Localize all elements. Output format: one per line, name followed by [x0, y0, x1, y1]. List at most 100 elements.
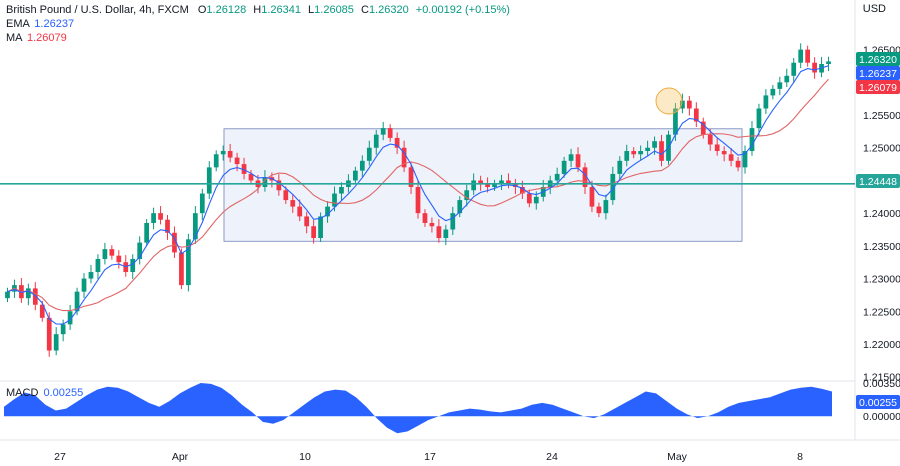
candle-body[interactable]	[318, 216, 323, 239]
candle-body[interactable]	[714, 144, 720, 152]
candle-body[interactable]	[659, 141, 664, 161]
candle-body[interactable]	[791, 62, 797, 76]
candle-body[interactable]	[700, 121, 706, 135]
candle-body[interactable]	[95, 258, 101, 273]
candle-body[interactable]	[401, 147, 407, 168]
candle-body[interactable]	[450, 213, 456, 230]
candle-body[interactable]	[429, 222, 435, 227]
candle-body[interactable]	[812, 62, 817, 73]
candle-body[interactable]	[492, 183, 497, 187]
candle-body[interactable]	[436, 226, 442, 239]
candle-body[interactable]	[380, 128, 386, 135]
candle-body[interactable]	[373, 134, 379, 148]
candle-body[interactable]	[241, 164, 247, 174]
candle-body[interactable]	[25, 288, 31, 299]
candle-body[interactable]	[5, 291, 10, 299]
candle-body[interactable]	[227, 151, 233, 158]
candle-body[interactable]	[777, 82, 783, 89]
candle-body[interactable]	[60, 324, 66, 335]
macd-legend[interactable]: MACD 0.00255	[6, 387, 83, 399]
symbol-title[interactable]: British Pound / U.S. Dollar, 4h, FXCM	[6, 4, 189, 16]
candle-body[interactable]	[186, 239, 191, 286]
candle-body[interactable]	[624, 151, 630, 161]
candle-body[interactable]	[631, 151, 637, 155]
candle-body[interactable]	[464, 190, 470, 201]
candle-body[interactable]	[617, 160, 623, 174]
candle-body[interactable]	[67, 311, 73, 325]
candle-body[interactable]	[561, 160, 567, 174]
ma-row[interactable]: MA 1.26079	[6, 31, 510, 45]
candle-body[interactable]	[735, 160, 741, 168]
candle-body[interactable]	[137, 242, 143, 259]
candle-body[interactable]	[130, 258, 136, 273]
candle-body[interactable]	[763, 95, 769, 109]
candle-body[interactable]	[749, 128, 755, 152]
candle-body[interactable]	[582, 167, 588, 187]
candle-body[interactable]	[262, 177, 268, 187]
candle-body[interactable]	[756, 108, 762, 129]
candle-body[interactable]	[311, 226, 316, 239]
candle-body[interactable]	[610, 173, 616, 201]
candle-body[interactable]	[805, 49, 811, 63]
candle-body[interactable]	[109, 249, 115, 256]
candle-body[interactable]	[165, 219, 170, 233]
candle-body[interactable]	[290, 200, 296, 207]
candle-body[interactable]	[506, 180, 511, 184]
candle-body[interactable]	[325, 206, 330, 217]
candle-body[interactable]	[53, 334, 59, 351]
candle-body[interactable]	[707, 134, 713, 145]
candle-body[interactable]	[248, 173, 254, 181]
candle-body[interactable]	[332, 193, 337, 207]
candle-body[interactable]	[116, 255, 122, 263]
highlight-circle[interactable]	[655, 87, 683, 115]
candle-body[interactable]	[206, 167, 212, 194]
candle-body[interactable]	[499, 180, 504, 184]
candle-body[interactable]	[81, 278, 87, 292]
candle-body[interactable]	[234, 157, 240, 165]
price-axis[interactable]: 1.265001.255001.250001.240001.235001.230…	[863, 45, 900, 384]
candle-body[interactable]	[770, 88, 776, 96]
candle-body[interactable]	[366, 147, 372, 161]
candle-body[interactable]	[728, 154, 734, 161]
candle-body[interactable]	[568, 154, 574, 161]
candle-body[interactable]	[39, 304, 45, 318]
candle-body[interactable]	[742, 151, 748, 168]
candle-body[interactable]	[686, 100, 692, 109]
candle-body[interactable]	[394, 137, 400, 148]
candle-body[interactable]	[276, 180, 282, 191]
candle-body[interactable]	[172, 232, 177, 253]
candle-body[interactable]	[826, 61, 831, 65]
candle-body[interactable]	[575, 154, 581, 168]
candle-body[interactable]	[88, 272, 94, 279]
candle-body[interactable]	[32, 288, 38, 305]
candle-body[interactable]	[721, 151, 727, 155]
candle-body[interactable]	[526, 193, 532, 204]
candle-body[interactable]	[478, 180, 483, 184]
candle-body[interactable]	[220, 151, 226, 155]
candle-body[interactable]	[151, 213, 156, 223]
candle-body[interactable]	[680, 100, 685, 109]
candle-body[interactable]	[192, 213, 198, 240]
candle-body[interactable]	[102, 249, 108, 259]
candle-body[interactable]	[471, 180, 477, 191]
candle-body[interactable]	[46, 317, 52, 351]
candle-body[interactable]	[422, 213, 428, 223]
candle-body[interactable]	[798, 49, 804, 63]
candle-body[interactable]	[408, 167, 414, 187]
candle-body[interactable]	[339, 186, 344, 194]
candle-body[interactable]	[784, 75, 790, 83]
candle-body[interactable]	[144, 222, 150, 243]
candle-body[interactable]	[673, 108, 678, 135]
candle-body[interactable]	[520, 186, 525, 194]
candle-body[interactable]	[199, 193, 205, 214]
candle-body[interactable]	[652, 141, 657, 148]
candle-body[interactable]	[213, 154, 219, 168]
candle-body[interactable]	[74, 291, 80, 312]
candle-body[interactable]	[485, 183, 490, 187]
candle-body[interactable]	[158, 213, 163, 220]
candle-body[interactable]	[554, 173, 560, 181]
candle-body[interactable]	[645, 147, 650, 152]
candle-body[interactable]	[359, 160, 365, 171]
candle-body[interactable]	[443, 229, 449, 239]
